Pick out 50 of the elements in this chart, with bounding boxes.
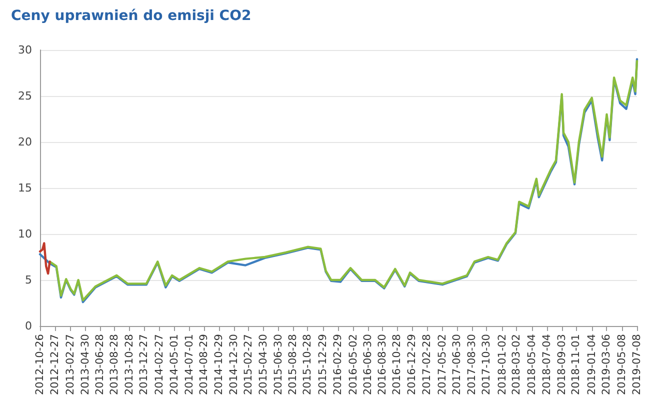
x-tick-label: 2019-03-06 <box>600 334 613 396</box>
chart-title: Ceny uprawnień do emisji CO2 <box>11 8 252 24</box>
x-tick-label: 2016-08-30 <box>376 334 389 396</box>
x-tick-label: 2015-02-27 <box>242 334 254 396</box>
x-tick-label: 2015-04-30 <box>258 334 270 396</box>
x-tick-label: 2014-10-29 <box>212 334 225 396</box>
x-tick-label: 2015-12-29 <box>316 334 329 396</box>
x-tick-label: 2018-07-04 <box>540 334 553 396</box>
x-tick-label: 2019-01-04 <box>586 334 598 396</box>
x-tick-label: 2012-12-27 <box>49 334 62 396</box>
x-tick-label: 2013-10-28 <box>124 334 136 396</box>
x-tick-label: 2018-03-02 <box>510 334 523 396</box>
x-tick-label: 2014-02-27 <box>153 334 166 396</box>
x-tick-label: 2014-07-01 <box>184 334 196 396</box>
y-tick-label: 20 <box>18 136 32 148</box>
x-tick-label: 2012-10-26 <box>34 334 46 396</box>
x-tick-label: 2016-12-29 <box>406 334 418 396</box>
x-tick-label: 2013-04-30 <box>79 334 92 396</box>
x-tick-label: 2015-10-28 <box>302 334 314 396</box>
x-tick-label: 2017-08-30 <box>466 334 478 396</box>
x-tick-label: 2013-08-28 <box>108 334 121 396</box>
x-tick-label: 2013-12-27 <box>138 334 150 396</box>
x-tick-label: 2017-05-02 <box>436 334 448 396</box>
x-tick-label: 2013-06-28 <box>94 334 106 396</box>
x-tick-label: 2016-06-30 <box>362 334 374 396</box>
x-tick-label: 2019-07-08 <box>631 334 643 396</box>
x-tick-label: 2018-01-02 <box>496 334 508 396</box>
x-tick-label: 2017-06-30 <box>450 334 463 396</box>
y-tick-label: 5 <box>25 274 32 286</box>
y-tick-label: 0 <box>25 320 32 332</box>
x-tick-label: 2014-12-30 <box>228 334 240 396</box>
x-tick-label: 2013-02-27 <box>64 334 76 396</box>
x-tick-label: 2014-05-01 <box>168 334 181 396</box>
x-tick-label: 2014-08-29 <box>198 334 210 396</box>
x-tick-label: 2015-06-30 <box>272 334 284 396</box>
line-series <box>38 242 51 275</box>
x-tick-label: 2016-10-28 <box>391 334 404 396</box>
x-tick-label: 2018-11-01 <box>570 334 582 396</box>
y-tick-label: 30 <box>18 44 32 56</box>
y-tick-label: 15 <box>18 182 32 194</box>
x-tick-label: 2019-05-08 <box>616 334 628 396</box>
y-tick-label: 25 <box>18 90 32 102</box>
x-tick-label: 2018-05-04 <box>526 334 538 396</box>
x-tick-label: 2015-08-28 <box>286 334 299 396</box>
x-tick-label: 2018-09-03 <box>556 334 568 396</box>
x-tick-label: 2017-02-28 <box>421 334 434 396</box>
y-tick-label: 10 <box>18 228 32 240</box>
x-tick-label: 2016-02-29 <box>332 334 344 396</box>
x-tick-label: 2017-10-30 <box>480 334 493 396</box>
x-tick-label: 2016-05-02 <box>347 334 360 396</box>
